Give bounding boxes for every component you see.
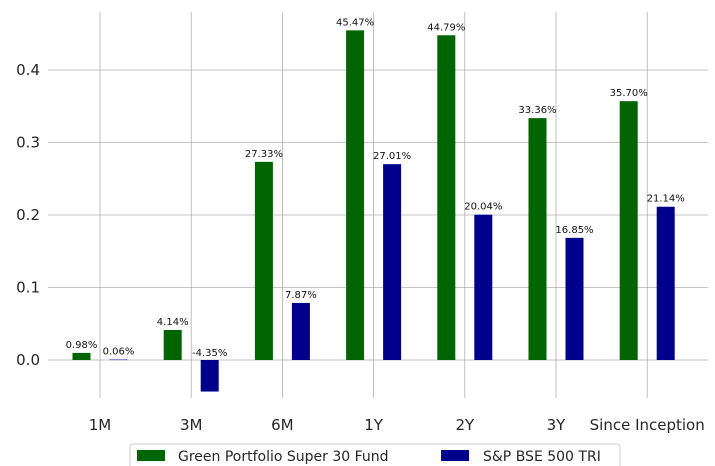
bar-series-1 (291, 302, 310, 360)
grid-lines (48, 12, 708, 398)
legend-label: Green Portfolio Super 30 Fund (178, 449, 389, 465)
bar-series-1 (565, 237, 584, 360)
legend-frame (129, 443, 621, 466)
bar-series-0 (437, 35, 456, 361)
bars-group (72, 30, 675, 392)
x-tick-label: Since Inception (590, 416, 705, 434)
x-tick-label: 3Y (547, 416, 567, 434)
data-label: -4.35% (192, 348, 227, 359)
data-label: 33.36% (518, 105, 556, 116)
x-tick-label: 2Y (455, 416, 475, 434)
y-tick-label: 0.3 (16, 134, 40, 152)
data-label: 0.06% (103, 347, 135, 358)
data-label: 44.79% (427, 22, 465, 33)
legend-swatch (441, 450, 469, 461)
legend: Green Portfolio Super 30 Fund S&P BSE 500… (129, 443, 621, 466)
bar-series-0 (346, 30, 365, 361)
bar-series-0 (163, 329, 182, 360)
x-tick-label: 6M (271, 416, 294, 434)
data-label: 0.98% (66, 340, 98, 351)
bar-series-0 (528, 118, 547, 360)
bar-series-1 (656, 206, 675, 360)
data-label: 4.14% (157, 317, 189, 328)
data-label: 45.47% (336, 17, 374, 28)
bar-series-0 (254, 161, 273, 360)
y-tick-label: 0.2 (16, 206, 40, 224)
bar-series-1 (200, 360, 219, 392)
x-tick-label: 3M (180, 416, 203, 434)
legend-swatch (137, 450, 165, 461)
x-tick-label: 1Y (364, 416, 384, 434)
data-label: 21.14% (647, 194, 685, 205)
x-axis-ticks: 1M 3M 6M 1Y 2Y 3Y Since Inception (89, 416, 705, 434)
data-label: 20.04% (464, 202, 502, 213)
legend-label: S&P BSE 500 TRI (483, 449, 601, 465)
bar-series-1 (109, 359, 128, 361)
data-label: 27.01% (373, 151, 411, 162)
y-axis-ticks: 0.0 0.1 0.2 0.3 0.4 (16, 61, 40, 369)
data-label: 7.87% (285, 290, 317, 301)
data-labels-group: 0.98% 4.14% 27.33% 45.47% 44.79% 33.36% 35.70%… (66, 17, 685, 359)
y-tick-label: 0.0 (16, 351, 40, 369)
bar-series-0 (72, 352, 91, 360)
data-label: 27.33% (245, 149, 283, 160)
data-label: 16.85% (555, 225, 593, 236)
bar-series-1 (383, 164, 402, 360)
x-tick-label: 1M (89, 416, 112, 434)
bar-series-0 (619, 101, 638, 361)
y-tick-label: 0.1 (16, 279, 40, 297)
bar-series-1 (474, 214, 493, 360)
y-tick-label: 0.4 (16, 61, 40, 79)
data-label: 35.70% (610, 88, 648, 99)
